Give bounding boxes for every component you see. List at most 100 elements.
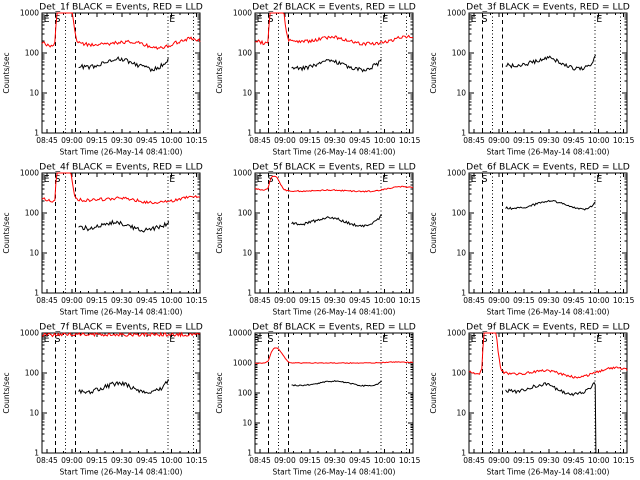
y-tick-label: 1000 (447, 329, 466, 338)
panel-title: Det_9f BLACK = Events, RED = LLD (466, 322, 630, 333)
x-tick-label: 10:00 (588, 136, 610, 145)
panel-title: Det_8f BLACK = Events, RED = LLD (252, 322, 416, 333)
x-tick-label: 09:45 (136, 136, 158, 145)
x-axis-label: Start Time (26-May-14 08:41:00) (486, 147, 609, 156)
flare-marker-label-e: E (470, 334, 476, 345)
panel-det-6f: 08:45 09:00 09:15 09:30 09:45 10:00 10:15 1 10 10… (427, 160, 640, 320)
chart-det-5f: 08:45 09:00 09:15 09:30 09:45 10:00 10:15 1 10 10… (215, 162, 421, 317)
x-tick-label: 10:15 (613, 136, 635, 145)
y-tick-label: 100 (25, 49, 40, 58)
y-tick-label: 100 (25, 209, 40, 218)
x-tick-label: 09:45 (349, 456, 371, 465)
flare-marker-label-e: E (470, 174, 476, 185)
y-axis-label: Counts/sec (2, 212, 11, 253)
y-tick-label: 1000 (20, 169, 39, 178)
flare-marker-label-e: E (383, 334, 389, 345)
x-tick-label: 09:00 (274, 456, 296, 465)
series-events (504, 199, 596, 211)
x-tick-label: 09:15 (299, 136, 321, 145)
flare-marker-label-e: E (596, 14, 602, 25)
x-tick-label: 09:15 (513, 456, 535, 465)
x-tick-label: 10:00 (374, 296, 396, 305)
panel-title: Det_5f BLACK = Events, RED = LLD (252, 162, 416, 173)
x-axis-label: Start Time (26-May-14 08:41:00) (273, 147, 396, 156)
y-tick-label: 1 (248, 289, 253, 298)
y-tick-label: 1000 (233, 169, 252, 178)
plot-box (468, 332, 628, 454)
x-tick-label: 10:15 (399, 136, 421, 145)
x-tick-label: 09:45 (349, 136, 371, 145)
x-tick-label: 09:30 (324, 456, 346, 465)
x-tick-label: 09:00 (274, 296, 296, 305)
chart-det-6f: 08:45 09:00 09:15 09:30 09:45 10:00 10:15 1 10 10… (429, 162, 635, 317)
series-lld (41, 172, 201, 205)
series-events (78, 219, 169, 233)
panel-det-9f: 08:45 09:00 09:15 09:30 09:45 10:00 10:15 1 10 10… (427, 320, 640, 480)
x-axis-label: Start Time (26-May-14 08:41:00) (486, 467, 609, 476)
y-tick-label: 1 (461, 289, 466, 298)
x-tick-label: 10:00 (161, 296, 183, 305)
y-tick-label: 10 (456, 89, 466, 98)
x-axis-label: Start Time (26-May-14 08:41:00) (60, 307, 183, 316)
flare-marker-label-e: E (257, 174, 263, 185)
x-tick-label: 10:15 (613, 456, 635, 465)
x-tick-label: 09:30 (324, 136, 346, 145)
y-tick-label: 1000 (233, 359, 252, 368)
x-axis-label: Start Time (26-May-14 08:41:00) (486, 307, 609, 316)
plot-box (254, 12, 414, 134)
panel-det-1f: 08:45 09:00 09:15 09:30 09:45 10:00 10:15 1 10 10… (0, 0, 213, 160)
x-axis-label: Start Time (26-May-14 08:41:00) (273, 307, 396, 316)
y-tick-label: 100 (238, 49, 253, 58)
series-events (504, 381, 597, 454)
y-tick-label: 10 (456, 409, 466, 418)
series-events (505, 54, 596, 71)
flare-marker-label-s: S (481, 174, 487, 185)
x-tick-label: 09:00 (61, 296, 83, 305)
flare-marker-label-e: E (470, 14, 476, 25)
x-tick-label: 10:00 (588, 296, 610, 305)
y-axis-label: Counts/sec (215, 52, 224, 93)
series-events (78, 379, 169, 395)
y-tick-label: 10 (243, 249, 253, 258)
x-tick-label: 09:15 (513, 136, 535, 145)
x-tick-label: 09:15 (86, 296, 108, 305)
x-tick-label: 09:00 (488, 136, 510, 145)
y-tick-label: 10 (243, 419, 253, 428)
y-tick-label: 100 (238, 389, 253, 398)
series-events (291, 58, 382, 73)
x-tick-label: 10:15 (186, 296, 208, 305)
y-tick-label: 100 (25, 369, 40, 378)
x-tick-label: 08:45 (36, 456, 58, 465)
chart-det-9f: 08:45 09:00 09:15 09:30 09:45 10:00 10:15 1 10 10… (429, 322, 635, 477)
series-events (291, 380, 383, 388)
x-tick-label: 09:45 (563, 296, 585, 305)
x-tick-label: 08:45 (250, 456, 272, 465)
panel-title: Det_2f BLACK = Events, RED = LLD (252, 2, 416, 13)
y-tick-label: 1 (34, 449, 39, 458)
x-tick-label: 09:00 (488, 296, 510, 305)
flare-marker-label-s: S (54, 334, 60, 345)
x-tick-label: 08:45 (250, 136, 272, 145)
y-tick-label: 1 (248, 449, 253, 458)
flare-marker-label-s: S (268, 334, 274, 345)
x-tick-label: 09:15 (299, 456, 321, 465)
flare-marker-label-e: E (44, 174, 50, 185)
panel-det-7f: 08:45 09:00 09:15 09:30 09:45 10:00 10:15 1 10 10… (0, 320, 213, 480)
x-tick-label: 09:45 (563, 136, 585, 145)
flare-marker-label-s: S (54, 14, 60, 25)
y-tick-label: 1 (461, 129, 466, 138)
y-axis-label: Counts/sec (429, 52, 438, 93)
series-events (291, 213, 383, 228)
y-axis-label: Counts/sec (215, 212, 224, 253)
x-axis-label: Start Time (26-May-14 08:41:00) (60, 147, 183, 156)
x-tick-label: 10:15 (186, 136, 208, 145)
x-tick-label: 08:45 (36, 296, 58, 305)
x-tick-label: 10:15 (399, 456, 421, 465)
flare-marker-label-e: E (44, 334, 50, 345)
flare-marker-label-e: E (257, 14, 263, 25)
y-tick-label: 100 (451, 49, 466, 58)
x-tick-label: 09:00 (488, 456, 510, 465)
x-tick-label: 09:00 (274, 136, 296, 145)
x-tick-label: 09:30 (324, 296, 346, 305)
flare-marker-label-s: S (481, 14, 487, 25)
